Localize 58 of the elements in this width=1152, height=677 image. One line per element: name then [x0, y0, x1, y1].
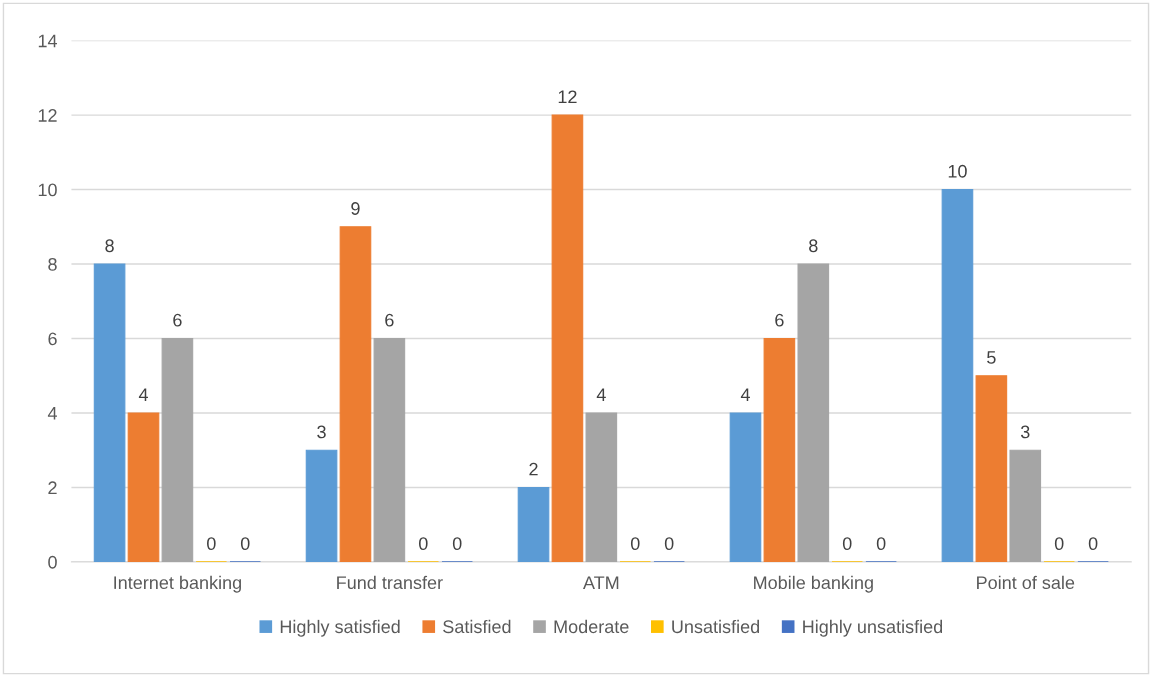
bar — [161, 337, 194, 562]
y-tick-label: 2 — [48, 481, 57, 494]
y-tick-label: 6 — [48, 332, 57, 346]
y-tick-label: 4 — [47, 407, 58, 420]
data-label: 6 — [173, 313, 182, 327]
bar — [763, 337, 796, 562]
x-tick-label: Mobile banking — [754, 575, 873, 593]
legend-label: Moderate — [554, 619, 629, 634]
legend-label: Unsatisfied — [672, 619, 760, 634]
bar — [305, 449, 338, 562]
data-label: 4 — [740, 388, 750, 401]
bar — [127, 412, 160, 562]
data-label: 0 — [1054, 537, 1064, 551]
data-label: 4 — [596, 388, 606, 401]
legend-label: Satisfied — [443, 619, 511, 634]
x-tick-label: Fund transfer — [337, 575, 443, 590]
data-label: 3 — [317, 425, 326, 439]
data-label: 0 — [207, 537, 216, 551]
bar — [729, 412, 762, 562]
bar — [797, 263, 830, 562]
data-label: 0 — [418, 537, 428, 551]
y-tick-label: 14 — [38, 34, 58, 48]
data-label: 0 — [452, 537, 462, 551]
data-label: 0 — [1088, 537, 1098, 551]
legend-label: Highly satisfied — [280, 619, 400, 637]
data-label: 0 — [664, 537, 674, 551]
y-tick-label: 12 — [38, 109, 57, 122]
legend-label: Highly unsatisfied — [803, 619, 943, 637]
data-label: 6 — [385, 313, 394, 327]
bar — [339, 226, 372, 562]
bar — [941, 189, 974, 562]
data-label: 0 — [876, 537, 886, 551]
y-tick-label: 10 — [38, 183, 57, 197]
data-label: 0 — [240, 537, 250, 551]
data-label: 8 — [809, 239, 818, 253]
data-label: 6 — [775, 313, 784, 327]
x-tick-label: Internet banking — [114, 575, 241, 593]
data-label: 2 — [529, 462, 538, 476]
data-label: 5 — [987, 351, 996, 364]
y-tick-label: 8 — [48, 257, 57, 271]
data-label: 0 — [842, 537, 852, 551]
y-tick-label: 0 — [48, 555, 57, 569]
data-label: 4 — [138, 388, 148, 401]
data-label: 0 — [630, 537, 640, 551]
bar — [373, 337, 406, 562]
data-label: 3 — [1020, 425, 1030, 439]
bar — [517, 486, 550, 562]
bar — [585, 412, 618, 562]
bar — [975, 375, 1008, 562]
x-tick-label: Point of sale — [977, 575, 1075, 590]
data-label: 10 — [948, 164, 967, 178]
data-label: 8 — [105, 239, 114, 253]
bar — [551, 114, 584, 562]
bar — [93, 263, 126, 562]
data-label: 9 — [351, 202, 360, 215]
data-label: 12 — [558, 90, 577, 104]
x-tick-label: ATM — [582, 576, 619, 589]
bar — [1009, 449, 1042, 562]
